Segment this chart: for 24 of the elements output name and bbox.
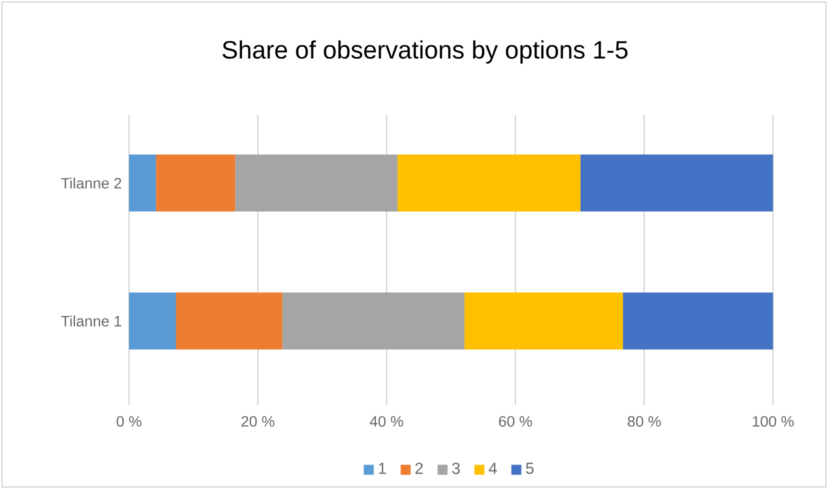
x-tick-label: 0 % [116, 416, 142, 427]
legend-label: 1 [378, 462, 386, 474]
x-tick-label: 80 % [628, 416, 661, 427]
y-tick-label: Tilanne 2 [61, 178, 122, 189]
y-tick-label: Tilanne 1 [61, 315, 122, 326]
chart-title: Share of observations by options 1-5 [222, 40, 628, 64]
bar [622, 292, 774, 350]
x-tick-label: 20 % [241, 416, 274, 427]
bar [156, 154, 236, 212]
legend-label: 3 [452, 462, 460, 474]
bar [464, 292, 623, 350]
bar [398, 154, 580, 212]
bar [580, 154, 774, 212]
legend-label: 5 [526, 462, 534, 474]
x-tick-label: 40 % [370, 416, 404, 427]
bar [176, 292, 282, 350]
bar [129, 154, 156, 212]
bar [129, 292, 176, 350]
x-tick-label: 100 % [752, 416, 794, 427]
legend-label: 4 [488, 462, 497, 474]
x-tick-label: 60 % [499, 416, 532, 427]
bar [235, 154, 398, 212]
bar [282, 292, 465, 350]
legend-label: 2 [415, 462, 423, 474]
